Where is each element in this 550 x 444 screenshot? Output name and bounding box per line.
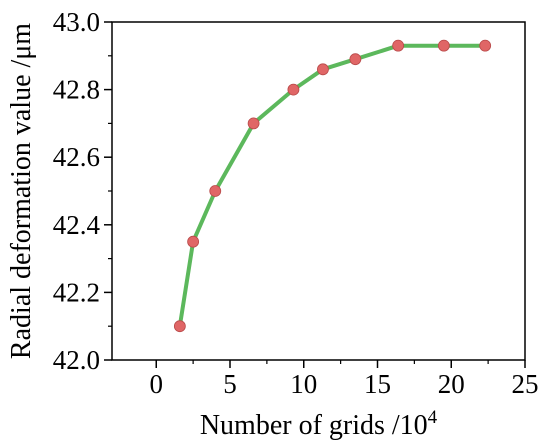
y-axis-ticks bbox=[104, 21, 112, 361]
x-tick-label: 0 bbox=[150, 369, 164, 399]
y-axis-title: Radial deformation value /μm bbox=[6, 23, 37, 359]
data-point bbox=[437, 39, 450, 52]
x-tick-label: 15 bbox=[364, 369, 391, 399]
x-axis-title: Number of grids /104 bbox=[200, 407, 438, 441]
data-point bbox=[247, 117, 260, 130]
series-group bbox=[173, 39, 492, 333]
x-tick-label: 5 bbox=[223, 369, 237, 399]
x-axis-title-superscript: 4 bbox=[428, 407, 438, 428]
y-tick-label: 42.0 bbox=[53, 345, 100, 375]
x-tick-label: 20 bbox=[438, 369, 465, 399]
y-tick-label: 43.0 bbox=[53, 7, 100, 37]
data-point bbox=[287, 83, 300, 96]
x-axis-ticks bbox=[155, 360, 526, 368]
y-tick-label: 42.4 bbox=[53, 210, 101, 240]
series-line bbox=[177, 43, 488, 329]
y-tick-label: 42.8 bbox=[53, 75, 100, 105]
data-point bbox=[392, 39, 405, 52]
y-tick-label: 42.6 bbox=[53, 142, 100, 172]
data-point bbox=[317, 63, 329, 76]
y-axis-tick-labels: 42.0 42.2 42.4 42.6 42.8 43.0 bbox=[53, 7, 101, 375]
data-point bbox=[209, 185, 222, 197]
data-point bbox=[479, 39, 492, 52]
x-tick-label: 25 bbox=[512, 369, 539, 399]
y-tick-label: 42.2 bbox=[53, 277, 100, 307]
data-point bbox=[173, 320, 186, 333]
data-point bbox=[349, 53, 362, 66]
x-axis-title-text: Number of grids /10 bbox=[200, 410, 428, 441]
data-point bbox=[187, 235, 200, 248]
x-tick-label: 10 bbox=[290, 369, 317, 399]
x-axis-tick-labels: 0 5 10 15 20 25 bbox=[150, 369, 539, 399]
